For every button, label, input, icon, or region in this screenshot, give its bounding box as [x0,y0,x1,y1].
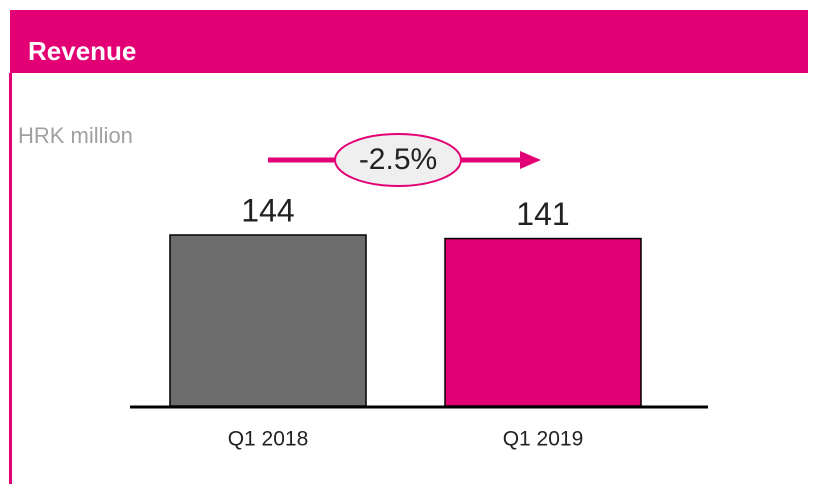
x-tick-label: Q1 2018 [228,428,309,451]
left-rule [9,73,12,484]
value-label: 144 [241,192,294,228]
annotation: -2.5% [359,143,437,176]
arrow-head [520,151,541,169]
value-label: 141 [516,196,569,232]
annotation-bubble [334,133,462,187]
x-tick-label: Q1 2019 [503,428,584,451]
chart-title: Revenue [28,36,136,66]
header-bar [10,10,808,73]
bar [444,237,642,407]
bar [169,234,367,407]
chart-subtitle: HRK million [18,123,133,148]
